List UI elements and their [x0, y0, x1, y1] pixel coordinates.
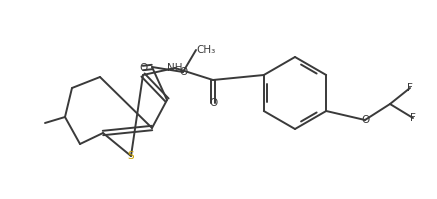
- Text: CH₃: CH₃: [196, 45, 215, 55]
- Text: NH: NH: [167, 63, 183, 73]
- Text: S: S: [128, 151, 134, 161]
- Text: O: O: [139, 63, 147, 73]
- Text: O: O: [361, 115, 369, 125]
- Text: F: F: [410, 113, 416, 123]
- Text: F: F: [407, 83, 413, 93]
- Text: O: O: [209, 98, 217, 108]
- Text: O: O: [179, 67, 187, 77]
